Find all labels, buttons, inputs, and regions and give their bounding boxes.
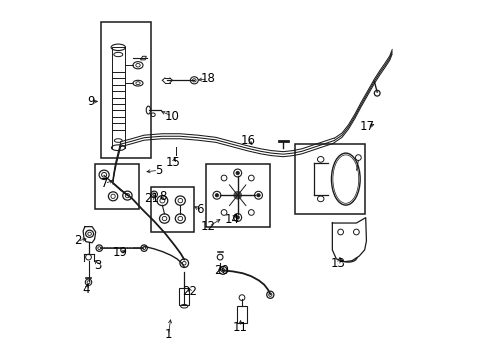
Text: 9: 9 (87, 95, 95, 108)
Text: 7: 7 (101, 177, 108, 190)
Bar (150, 187, 194, 232)
Ellipse shape (235, 171, 239, 175)
Text: 6: 6 (196, 203, 203, 216)
Text: 3: 3 (94, 259, 101, 272)
Text: 22: 22 (182, 285, 197, 298)
Text: 5: 5 (154, 164, 162, 177)
Bar (236, 306, 247, 323)
Text: 21: 21 (144, 192, 159, 205)
Text: 10: 10 (164, 110, 179, 123)
Text: 13: 13 (329, 257, 345, 270)
Bar (179, 288, 189, 305)
Text: 16: 16 (240, 134, 255, 147)
Text: 17: 17 (359, 121, 374, 134)
Ellipse shape (256, 193, 260, 197)
Text: 4: 4 (82, 283, 90, 296)
Ellipse shape (233, 191, 241, 199)
Text: 8: 8 (159, 190, 166, 203)
Text: 12: 12 (201, 220, 216, 233)
Text: 15: 15 (166, 156, 181, 169)
Text: 18: 18 (200, 72, 215, 85)
Bar (94, 164, 139, 209)
Bar (101, 22, 150, 158)
Bar (294, 144, 364, 214)
Text: 1: 1 (164, 328, 172, 341)
Text: 14: 14 (224, 213, 239, 226)
Bar (205, 164, 269, 226)
Text: 20: 20 (213, 264, 228, 277)
Text: 2: 2 (74, 234, 81, 247)
Text: 11: 11 (232, 320, 247, 333)
Ellipse shape (215, 193, 218, 197)
Text: 19: 19 (112, 246, 127, 259)
Ellipse shape (235, 216, 239, 219)
